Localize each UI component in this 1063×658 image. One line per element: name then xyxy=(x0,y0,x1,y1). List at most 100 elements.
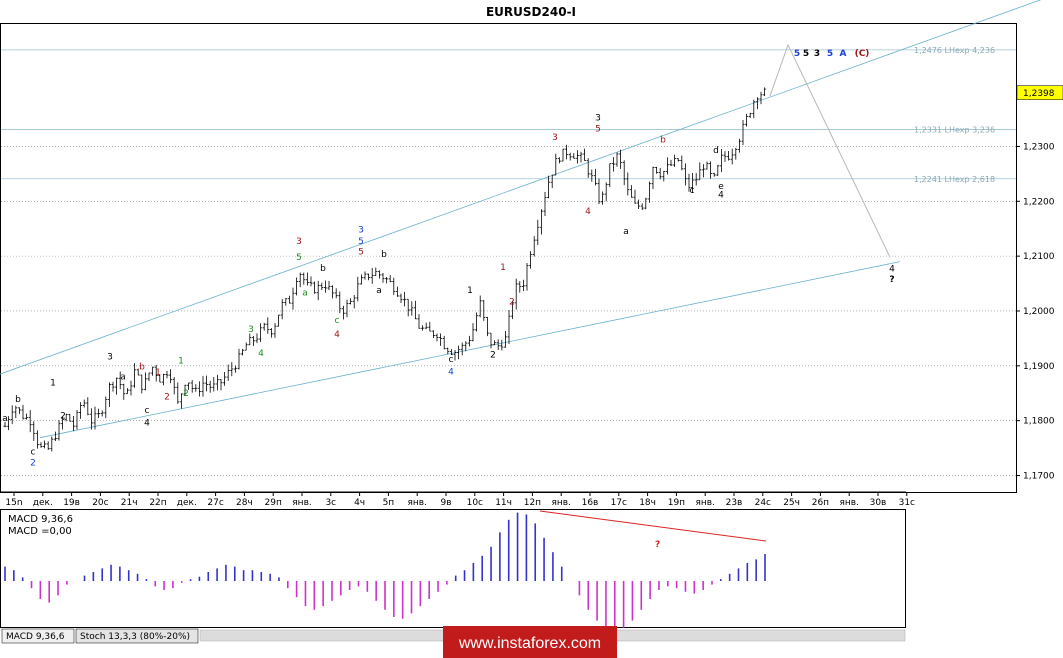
candle xyxy=(590,169,594,182)
candle xyxy=(205,375,209,392)
macd-value-label: MACD =0,00 xyxy=(8,526,72,537)
wave-label: A xyxy=(840,49,847,59)
candle xyxy=(464,341,468,352)
candle xyxy=(597,178,601,205)
wave-label: 1 xyxy=(500,263,506,273)
candle xyxy=(287,295,291,304)
candle xyxy=(14,405,18,419)
candle xyxy=(381,273,385,283)
candle xyxy=(370,267,374,284)
candle xyxy=(39,442,43,448)
wave-label: 2 xyxy=(509,297,515,307)
candle xyxy=(359,274,363,285)
candle xyxy=(57,420,61,441)
candle xyxy=(230,362,234,377)
x-tick-label: 23в xyxy=(726,498,743,508)
candle xyxy=(417,314,421,329)
x-tick-label: янв. xyxy=(407,498,426,508)
wave-label: 5 xyxy=(595,125,601,135)
candle xyxy=(320,282,324,290)
candle xyxy=(485,316,489,337)
macd-histogram xyxy=(4,512,766,632)
candle xyxy=(28,410,32,433)
candle xyxy=(7,416,11,431)
wave-label: a xyxy=(302,289,308,299)
candle xyxy=(280,299,284,320)
tab-macd[interactable] xyxy=(1,628,75,644)
x-tick-label: 26п xyxy=(812,498,829,508)
wave-label: 1 xyxy=(155,368,161,378)
candle xyxy=(565,144,569,160)
candle xyxy=(115,377,119,395)
candle xyxy=(316,280,320,301)
candle xyxy=(104,396,108,419)
wave-label: 5 xyxy=(803,49,809,59)
tab-stoch[interactable] xyxy=(75,628,199,644)
candle xyxy=(644,197,648,210)
candle xyxy=(550,174,554,188)
candle xyxy=(143,372,147,391)
candle xyxy=(543,191,547,216)
candle xyxy=(640,203,644,211)
candle xyxy=(622,160,626,186)
candle xyxy=(629,185,633,198)
candle xyxy=(122,383,126,400)
candle xyxy=(593,168,597,186)
candle xyxy=(511,300,515,320)
time-axis: 15n дек. 19в 20c 21ч 22п дек. 27c 28ч 29п янв. 3c 4ч… xyxy=(0,491,915,508)
wave-label: 2 xyxy=(30,459,36,469)
candle xyxy=(532,236,536,257)
x-tick-label: янв. xyxy=(292,498,311,508)
divergence-question-mark: ? xyxy=(655,540,660,550)
wave-channel xyxy=(0,0,1042,439)
candle xyxy=(273,323,277,338)
candle xyxy=(183,384,187,396)
candle xyxy=(21,404,25,420)
candle xyxy=(539,209,543,235)
candle xyxy=(680,155,684,171)
chart-title: EURUSD240-I xyxy=(486,5,576,19)
candle xyxy=(554,153,558,176)
candle xyxy=(428,321,432,332)
y-tick-label: 1,2200 xyxy=(1023,197,1055,207)
x-tick-label: 31c xyxy=(899,498,915,508)
candle xyxy=(529,251,533,269)
x-tick-label: 16в xyxy=(582,498,599,508)
candle xyxy=(388,275,392,283)
channel-lower-line xyxy=(39,261,901,439)
candle xyxy=(478,295,482,318)
candle xyxy=(97,408,101,419)
candle xyxy=(111,381,115,392)
candle xyxy=(734,147,738,160)
candle xyxy=(471,323,475,342)
forecast-line xyxy=(769,43,891,258)
candle xyxy=(500,339,504,351)
fibo-levels: 1,2476 LHexp 4,236 1,2331 LHexp 3,236 1,22… xyxy=(1,46,1016,184)
candle xyxy=(129,380,133,396)
x-tick-label: 25ч xyxy=(783,498,800,508)
candle xyxy=(583,148,587,162)
candle xyxy=(53,431,57,441)
wave-label: 4 xyxy=(258,349,264,359)
candle xyxy=(460,342,464,356)
indicator-tabs: MACD 9,36,6 Stoch 13,3,3 (80%-20%) xyxy=(1,628,199,644)
candle xyxy=(626,172,630,196)
candle xyxy=(439,333,443,346)
candle xyxy=(352,295,356,309)
candle xyxy=(755,97,759,110)
wave-label: 3 xyxy=(107,352,113,362)
candle xyxy=(676,158,680,162)
candle xyxy=(367,273,371,281)
candle xyxy=(50,436,54,452)
wave-label: (C) xyxy=(855,49,870,59)
candle xyxy=(338,291,342,314)
candle xyxy=(136,368,140,376)
candle xyxy=(424,322,428,330)
candle xyxy=(151,366,155,376)
candle xyxy=(377,270,381,279)
candle xyxy=(327,280,331,291)
candle xyxy=(719,148,723,173)
wave-label: b xyxy=(139,363,145,373)
